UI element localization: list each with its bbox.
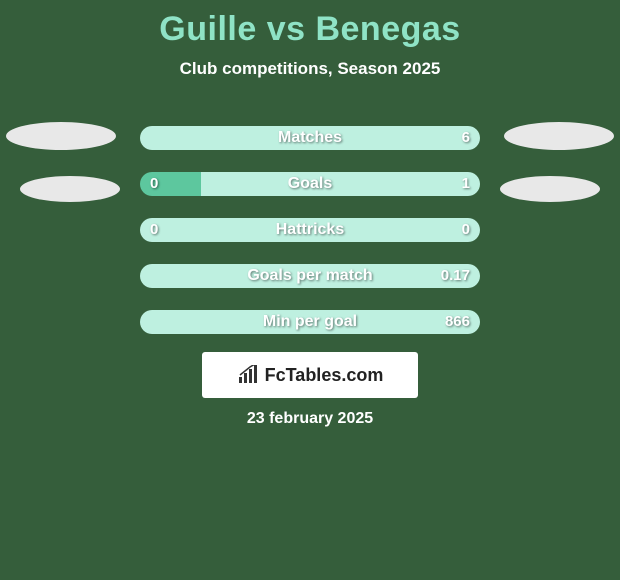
stat-right-value: 6: [462, 126, 470, 150]
chart-icon: [237, 365, 261, 385]
stat-label: Min per goal: [140, 310, 480, 334]
stat-row-min-per-goal: Min per goal 866: [140, 310, 480, 334]
stat-right-value: 0.17: [441, 264, 470, 288]
stat-row-goals-per-match: Goals per match 0.17: [140, 264, 480, 288]
stat-row-hattricks: 0 Hattricks 0: [140, 218, 480, 242]
comparison-title: Guille vs Benegas: [0, 0, 620, 49]
player-right-avatar: [504, 122, 614, 150]
fctables-logo[interactable]: FcTables.com: [202, 352, 418, 398]
player-left-avatar: [6, 122, 116, 150]
stat-label: Goals: [140, 172, 480, 196]
comparison-chart: Matches 6 0 Goals 1 0 Hattricks 0 Goals …: [140, 126, 480, 356]
player-right-avatar-shadow: [500, 176, 600, 202]
comparison-subtitle: Club competitions, Season 2025: [0, 59, 620, 79]
stat-row-matches: Matches 6: [140, 126, 480, 150]
stat-label: Goals per match: [140, 264, 480, 288]
comparison-date: 23 february 2025: [0, 410, 620, 428]
stat-right-value: 866: [445, 310, 470, 334]
stat-row-goals: 0 Goals 1: [140, 172, 480, 196]
player-left-avatar-shadow: [20, 176, 120, 202]
stat-right-value: 1: [462, 172, 470, 196]
stat-label: Hattricks: [140, 218, 480, 242]
logo-text: FcTables.com: [265, 365, 384, 386]
stat-right-value: 0: [462, 218, 470, 242]
stat-label: Matches: [140, 126, 480, 150]
